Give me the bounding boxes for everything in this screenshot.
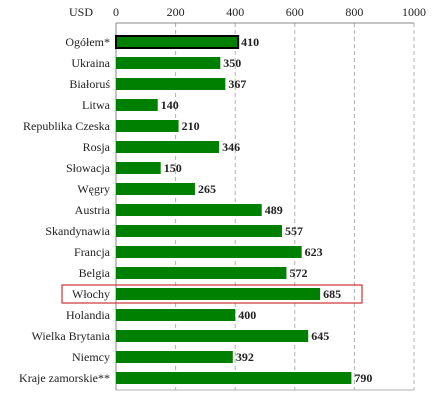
category-label: Niemcy <box>72 350 110 364</box>
category-label: Republika Czeska <box>23 119 111 133</box>
bar <box>116 267 287 279</box>
category-label: Węgry <box>77 182 110 196</box>
bar <box>116 99 158 111</box>
value-label: 150 <box>164 161 182 175</box>
category-label: Ogółem* <box>65 35 110 49</box>
x-tick-label: 600 <box>286 5 304 19</box>
bar <box>116 78 226 90</box>
category-label: Rosja <box>83 140 111 154</box>
value-label: 645 <box>311 329 329 343</box>
x-tick-label: 1000 <box>402 5 426 19</box>
category-label: Austria <box>75 203 111 217</box>
highlight-box <box>61 284 363 304</box>
bar <box>116 57 221 69</box>
value-label: 265 <box>198 182 216 196</box>
value-label: 392 <box>236 350 254 364</box>
unit-label: USD <box>69 5 93 19</box>
value-label: 346 <box>222 140 240 154</box>
category-label: Belgia <box>79 266 111 280</box>
bar <box>116 330 309 342</box>
category-labels: Ogółem* Ukraina Białoruś Litwa Republika Cze… <box>19 35 111 385</box>
bar <box>115 35 240 49</box>
category-label: Ukraina <box>71 56 110 70</box>
x-tick-label: 800 <box>345 5 363 19</box>
category-label: Słowacja <box>66 161 111 175</box>
bar <box>116 351 233 363</box>
bar <box>116 309 236 321</box>
value-label: 557 <box>285 224 303 238</box>
bar <box>116 372 352 384</box>
category-label: Holandia <box>66 308 111 322</box>
value-label: 790 <box>354 371 372 385</box>
bar <box>116 246 302 258</box>
bar <box>116 120 179 132</box>
x-axis-ticks: 0 200 400 600 800 1000 <box>113 5 426 19</box>
bar <box>116 183 195 195</box>
bar <box>116 204 262 216</box>
x-tick-label: 400 <box>226 5 244 19</box>
category-label: Białoruś <box>69 77 110 91</box>
value-label: 685 <box>323 287 341 301</box>
value-label: 140 <box>161 98 179 112</box>
bar <box>116 225 282 237</box>
category-label: Litwa <box>82 98 111 112</box>
category-label: Wielka Brytania <box>32 329 111 343</box>
category-label: Francja <box>74 245 111 259</box>
value-label: 623 <box>305 245 323 259</box>
value-label: 400 <box>238 308 256 322</box>
bar <box>116 162 161 174</box>
value-label: 489 <box>265 203 283 217</box>
value-label: 410 <box>241 35 259 49</box>
x-tick-label: 200 <box>167 5 185 19</box>
bar <box>116 141 220 153</box>
x-tick-label: 0 <box>113 5 119 19</box>
category-label: Skandynawia <box>45 224 110 238</box>
bars-group <box>115 35 352 384</box>
value-label: 572 <box>289 266 307 280</box>
value-label: 350 <box>223 56 241 70</box>
category-label: Kraje zamorskie** <box>19 371 110 385</box>
value-label: 210 <box>182 119 200 133</box>
category-label: Włochy <box>72 287 110 301</box>
bar <box>116 288 321 300</box>
value-label: 367 <box>228 77 246 91</box>
